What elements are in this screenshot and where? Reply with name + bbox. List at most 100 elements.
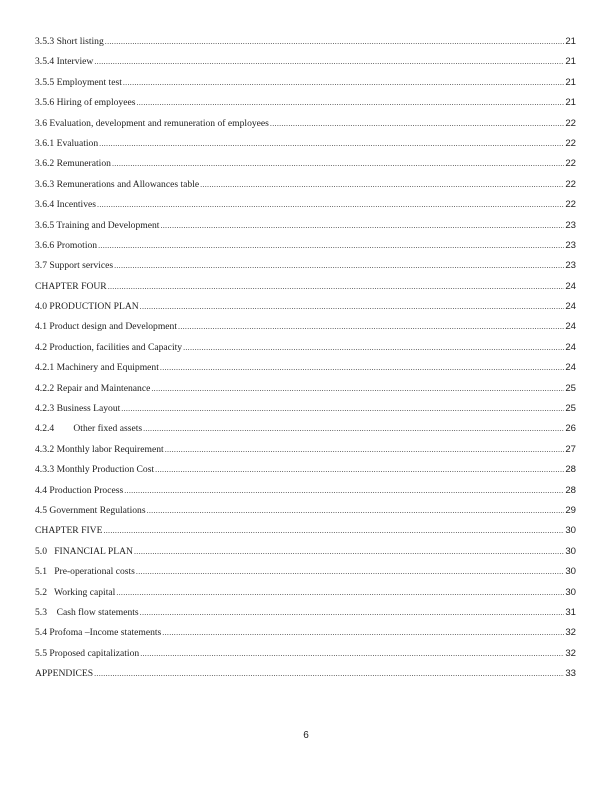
toc-entry[interactable]: 3.6.1 Evaluation 22 bbox=[35, 138, 576, 158]
toc-entry[interactable]: 4.3.2 Monthly labor Requirement 27 bbox=[35, 444, 576, 464]
toc-entry[interactable]: 5.2 Working capital 30 bbox=[35, 587, 576, 607]
toc-entry[interactable]: 4.2.1 Machinery and Equipment 24 bbox=[35, 362, 576, 382]
toc-entry-page: 28 bbox=[565, 464, 576, 476]
toc-entry-label: 4.2.4 Other fixed assets bbox=[35, 423, 143, 435]
toc-entry-page: 24 bbox=[565, 280, 576, 292]
toc-entry[interactable]: 4.5 Government Regulations 29 bbox=[35, 505, 576, 525]
toc-entry-label: 3.7 Support services bbox=[35, 260, 114, 272]
dot-leader bbox=[99, 139, 564, 148]
toc-entry-page: 25 bbox=[565, 382, 576, 394]
toc-entry-label: 4.1 Product design and Development bbox=[35, 321, 178, 333]
toc-entry[interactable]: 4.0 PRODUCTION PLAN 24 bbox=[35, 301, 576, 321]
toc-entry-label: 5.5 Proposed capitalization bbox=[35, 647, 140, 659]
toc-entry-page: 30 bbox=[565, 566, 576, 578]
dot-leader bbox=[270, 119, 564, 128]
toc-entry-page: 24 bbox=[565, 362, 576, 374]
toc-entry[interactable]: 3.5.5 Employment test 21 bbox=[35, 77, 576, 97]
toc-entry-label: 3.6.1 Evaluation bbox=[35, 137, 99, 149]
toc-entry-label: 5.0 FINANCIAL PLAN bbox=[35, 545, 133, 557]
toc-entry[interactable]: 4.4 Production Process 28 bbox=[35, 485, 576, 505]
toc-entry-page: 22 bbox=[565, 158, 576, 170]
toc-entry[interactable]: 3.5.4 Interview 21 bbox=[35, 56, 576, 76]
dot-leader bbox=[165, 445, 565, 454]
toc-entry-page: 21 bbox=[565, 97, 576, 109]
dot-leader bbox=[140, 649, 564, 658]
toc-entry[interactable]: 4.1 Product design and Development 24 bbox=[35, 321, 576, 341]
toc-entry-label: 5.2 Working capital bbox=[35, 586, 116, 598]
toc-entry[interactable]: 4.2.2 Repair and Maintenance 25 bbox=[35, 383, 576, 403]
toc-entry-page: 21 bbox=[565, 36, 576, 47]
toc-entry-page: 30 bbox=[565, 525, 576, 537]
toc-entry-page: 22 bbox=[565, 178, 576, 190]
dot-leader bbox=[134, 547, 564, 556]
toc-entry-page: 25 bbox=[565, 403, 576, 415]
dot-leader bbox=[160, 221, 564, 230]
toc-entry-label: 5.1 Pre-operational costs bbox=[35, 566, 135, 578]
toc-entry[interactable]: 3.6.4 Incentives 22 bbox=[35, 199, 576, 219]
toc-entry-label: APPENDICES bbox=[35, 668, 94, 680]
toc-entry[interactable]: 5.0 FINANCIAL PLAN 30 bbox=[35, 546, 576, 566]
toc-entry-page: 30 bbox=[565, 586, 576, 598]
toc-entry-label: 3.6.4 Incentives bbox=[35, 199, 97, 211]
dot-leader bbox=[140, 302, 565, 311]
toc-entry-page: 24 bbox=[565, 321, 576, 333]
dot-leader bbox=[140, 608, 565, 617]
toc-entry[interactable]: 5.3 Cash flow statements 31 bbox=[35, 607, 576, 627]
toc-entry[interactable]: 3.6 Evaluation, development and remunera… bbox=[35, 118, 576, 138]
dot-leader bbox=[151, 384, 564, 393]
toc-entry-label: 4.2.3 Business Layout bbox=[35, 403, 121, 415]
dot-leader bbox=[123, 78, 564, 87]
dot-leader bbox=[136, 98, 564, 107]
toc-entry[interactable]: 5.4 Profoma –Income statements 32 bbox=[35, 627, 576, 647]
dot-leader bbox=[103, 526, 564, 535]
toc-entry[interactable]: 3.6.6 Promotion 23 bbox=[35, 240, 576, 260]
toc-entry[interactable]: 3.6.3 Remunerations and Allowances table… bbox=[35, 179, 576, 199]
dot-leader bbox=[200, 180, 564, 189]
dot-leader bbox=[143, 424, 564, 433]
toc-entry-label: 5.4 Profoma –Income statements bbox=[35, 627, 162, 639]
toc-entry[interactable]: 3.6.5 Training and Development 23 bbox=[35, 220, 576, 240]
toc-entry[interactable]: 3.5.3 Short listing 21 bbox=[35, 36, 576, 56]
toc-entry[interactable]: APPENDICES 33 bbox=[35, 668, 576, 688]
table-of-contents: 3.5.3 Short listing213.5.4 Interview213.… bbox=[35, 36, 576, 689]
dot-leader bbox=[121, 404, 564, 413]
dot-leader bbox=[114, 261, 564, 270]
toc-entry[interactable]: 5.5 Proposed capitalization 32 bbox=[35, 648, 576, 668]
toc-entry[interactable]: 4.2.4 Other fixed assets 26 bbox=[35, 423, 576, 443]
toc-entry-label: 5.3 Cash flow statements bbox=[35, 606, 139, 618]
toc-entry-label: 3.5.3 Short listing bbox=[35, 36, 104, 47]
dot-leader bbox=[147, 506, 565, 515]
dot-leader bbox=[94, 57, 564, 66]
toc-entry[interactable]: CHAPTER FIVE 30 bbox=[35, 525, 576, 545]
dot-leader bbox=[97, 200, 564, 209]
toc-entry-page: 28 bbox=[565, 484, 576, 496]
toc-entry[interactable]: 5.1 Pre-operational costs 30 bbox=[35, 566, 576, 586]
toc-entry-page: 21 bbox=[565, 76, 576, 88]
dot-leader bbox=[94, 669, 564, 678]
dot-leader bbox=[116, 588, 564, 597]
toc-entry-page: 24 bbox=[565, 301, 576, 313]
toc-entry-label: 3.5.6 Hiring of employees bbox=[35, 97, 136, 109]
toc-entry[interactable]: CHAPTER FOUR 24 bbox=[35, 281, 576, 301]
dot-leader bbox=[98, 241, 564, 250]
toc-entry-page: 22 bbox=[565, 199, 576, 211]
dot-leader bbox=[136, 567, 564, 576]
toc-entry[interactable]: 3.7 Support services 23 bbox=[35, 260, 576, 280]
toc-entry-label: CHAPTER FOUR bbox=[35, 280, 107, 292]
dot-leader bbox=[108, 282, 565, 291]
toc-entry-page: 26 bbox=[565, 423, 576, 435]
toc-entry-label: 3.6.3 Remunerations and Allowances table bbox=[35, 178, 200, 190]
toc-entry[interactable]: 3.5.6 Hiring of employees 21 bbox=[35, 97, 576, 117]
toc-entry[interactable]: 4.3.3 Monthly Production Cost 28 bbox=[35, 464, 576, 484]
toc-entry-label: 4.2.2 Repair and Maintenance bbox=[35, 382, 151, 394]
toc-entry[interactable]: 3.6.2 Remuneration 22 bbox=[35, 158, 576, 178]
toc-entry-label: 4.0 PRODUCTION PLAN bbox=[35, 301, 139, 313]
toc-entry[interactable]: 4.2.3 Business Layout 25 bbox=[35, 403, 576, 423]
dot-leader bbox=[183, 343, 564, 352]
toc-entry-page: 33 bbox=[565, 668, 576, 680]
toc-entry-label: 4.3.2 Monthly labor Requirement bbox=[35, 443, 164, 455]
dot-leader bbox=[160, 363, 564, 372]
toc-entry-page: 32 bbox=[565, 627, 576, 639]
toc-entry-page: 32 bbox=[565, 647, 576, 659]
toc-entry[interactable]: 4.2 Production, facilities and Capacity 2… bbox=[35, 342, 576, 362]
